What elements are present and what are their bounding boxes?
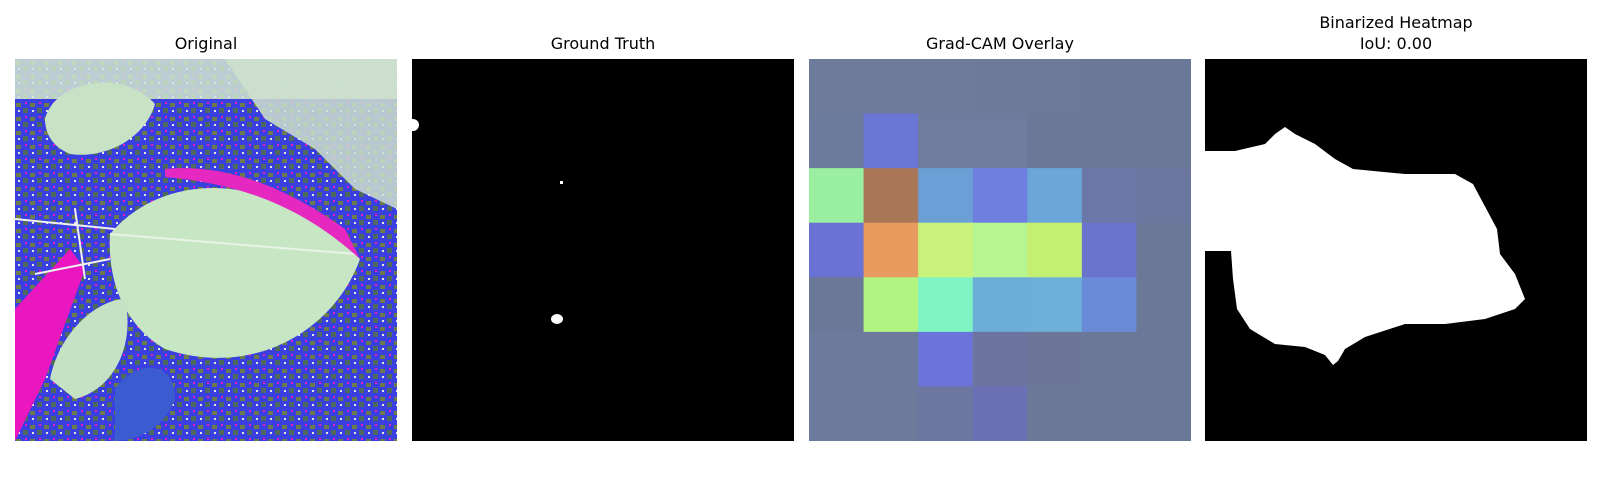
binarized-mask-svg <box>1205 59 1587 441</box>
gradcam-image <box>809 59 1191 441</box>
heatmap-cell <box>972 168 1028 224</box>
heatmap-cell <box>863 331 919 387</box>
heatmap-cell <box>972 113 1028 169</box>
ground-truth-title: Ground Truth <box>550 34 656 53</box>
heatmap-cell <box>972 331 1028 387</box>
heatmap-cell <box>1027 331 1083 387</box>
original-photo-svg <box>15 59 397 441</box>
heatmap-cell <box>918 168 974 224</box>
heatmap-cell <box>918 277 974 333</box>
gradcam-heatmap-svg <box>809 59 1191 441</box>
heatmap-cell <box>1027 168 1083 224</box>
binarized-title: Binarized Heatmap <box>1319 13 1473 32</box>
heatmap-cell <box>1027 386 1083 441</box>
heatmap-cell <box>918 59 974 115</box>
heatmap-cell <box>1136 113 1191 169</box>
heatmap-cell <box>1081 113 1137 169</box>
heatmap-cell <box>1081 222 1137 278</box>
heatmap-cell <box>972 222 1028 278</box>
heatmap-cell <box>1081 59 1137 115</box>
heatmap-cell <box>809 222 865 278</box>
heatmap-cell <box>1027 277 1083 333</box>
ground-truth-mask-svg <box>412 59 794 441</box>
heatmap-cell <box>1081 331 1137 387</box>
iou-label: IoU: 0.00 <box>1359 34 1433 53</box>
heatmap-cell <box>1136 59 1191 115</box>
heatmap-cell <box>809 386 865 441</box>
heatmap-cell <box>972 386 1028 441</box>
binarized-image <box>1205 59 1587 441</box>
heatmap-cell <box>863 386 919 441</box>
heatmap-cell <box>1027 113 1083 169</box>
heatmap-cell <box>809 168 865 224</box>
gradcam-title: Grad-CAM Overlay <box>926 34 1074 53</box>
heatmap-cell <box>972 59 1028 115</box>
original-image <box>15 59 397 441</box>
heatmap-cell <box>1081 277 1137 333</box>
heatmap-cell <box>863 168 919 224</box>
heatmap-cell <box>863 113 919 169</box>
heatmap-cell <box>918 222 974 278</box>
heatmap-cell <box>1136 331 1191 387</box>
ground-truth-image <box>412 59 794 441</box>
heatmap-cell <box>863 222 919 278</box>
original-title: Original <box>174 34 238 53</box>
heatmap-cell <box>918 386 974 441</box>
heatmap-cell <box>972 277 1028 333</box>
heatmap-cell <box>809 331 865 387</box>
heatmap-cell <box>809 59 865 115</box>
heatmap-cell <box>1136 168 1191 224</box>
heatmap-cell <box>1136 222 1191 278</box>
heatmap-cell <box>1136 277 1191 333</box>
heatmap-cell <box>1027 59 1083 115</box>
heatmap-cell <box>863 277 919 333</box>
heatmap-cell <box>1027 222 1083 278</box>
heatmap-cell <box>918 113 974 169</box>
heatmap-cell <box>918 331 974 387</box>
heatmap-cell <box>1081 168 1137 224</box>
heatmap-cell <box>809 277 865 333</box>
heatmap-cell <box>1081 386 1137 441</box>
heatmap-cell <box>1136 386 1191 441</box>
heatmap-cell <box>809 113 865 169</box>
heatmap-cell <box>863 59 919 115</box>
